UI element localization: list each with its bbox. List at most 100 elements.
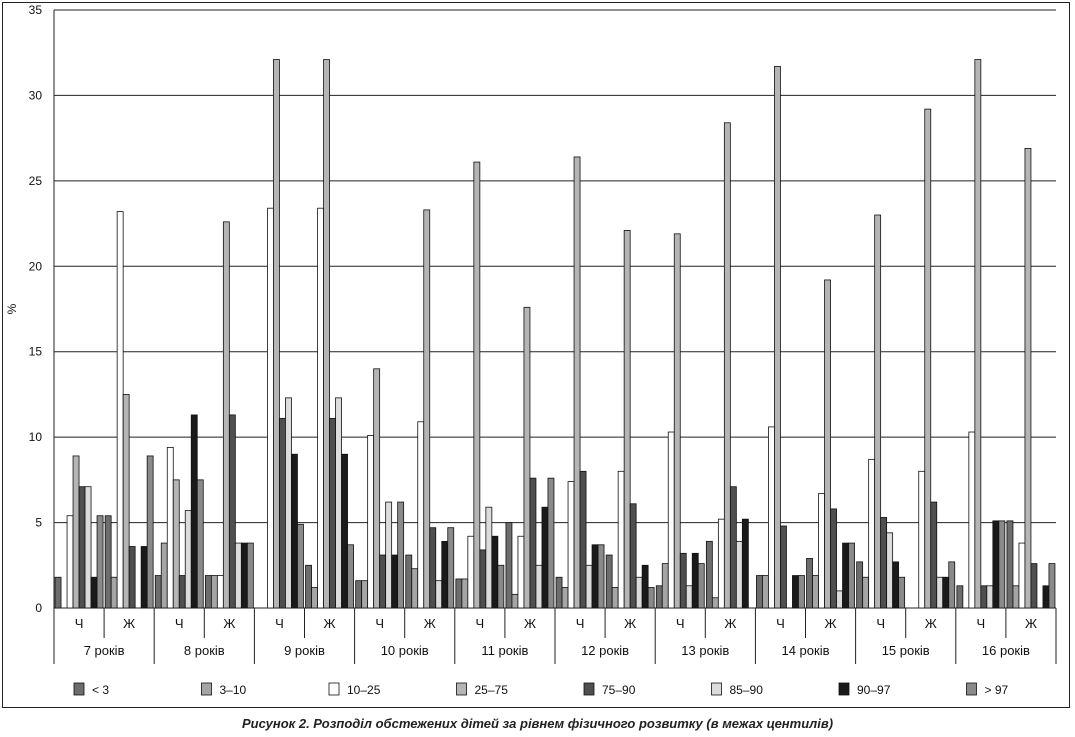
bar <box>635 576 643 609</box>
bar <box>391 554 399 609</box>
legend-label: > 97 <box>985 683 1009 697</box>
bar <box>735 540 743 609</box>
bar <box>128 546 136 609</box>
bar <box>918 470 926 609</box>
bar <box>812 575 819 609</box>
sex-label: Ч <box>75 616 84 631</box>
legend-swatch <box>201 682 212 696</box>
bar <box>842 542 849 609</box>
bar <box>154 575 162 609</box>
bar <box>806 558 813 609</box>
bar <box>178 575 186 609</box>
bar <box>547 477 555 609</box>
bar <box>317 207 324 609</box>
bar <box>467 535 475 609</box>
bar <box>485 506 493 609</box>
bar <box>78 486 86 609</box>
sex-label: Ч <box>175 616 184 631</box>
bar <box>647 587 655 609</box>
bar <box>511 593 519 609</box>
legend-swatch <box>583 682 595 696</box>
bar <box>1012 585 1020 609</box>
bar <box>405 554 413 609</box>
bar <box>90 576 98 609</box>
legend-label: 75–90 <box>602 683 636 697</box>
y-tick-label: 35 <box>29 3 43 17</box>
bar <box>892 561 900 609</box>
age-group-label: 10 років <box>381 643 429 658</box>
bar <box>204 575 212 609</box>
bar <box>868 458 876 609</box>
bar <box>373 368 381 609</box>
bar <box>523 306 531 609</box>
bar <box>573 156 581 609</box>
sex-label: Ж <box>925 616 937 631</box>
bar <box>798 575 805 609</box>
bar <box>986 585 994 609</box>
legend-label: 10–25 <box>347 683 381 697</box>
bar <box>611 587 619 609</box>
age-group-label: 14 років <box>781 643 829 658</box>
bar <box>667 431 675 609</box>
bar <box>992 520 1000 609</box>
legend-label: < 3 <box>92 683 109 697</box>
sex-label: Ж <box>524 616 536 631</box>
bar <box>930 501 938 609</box>
bar <box>234 542 242 609</box>
bar <box>196 479 204 609</box>
bar <box>956 585 964 609</box>
bar <box>190 414 198 609</box>
bar <box>66 515 74 609</box>
bar <box>1024 147 1032 609</box>
sex-label: Ч <box>375 616 384 631</box>
bar <box>685 585 693 609</box>
bar <box>285 397 292 609</box>
bar <box>166 446 174 609</box>
bar <box>756 575 763 609</box>
bar <box>605 554 613 609</box>
bar <box>641 564 649 609</box>
legend-swatch <box>328 682 340 696</box>
legend-label: 90–97 <box>857 683 891 697</box>
bar <box>968 431 976 609</box>
bar <box>623 230 631 609</box>
bar <box>948 561 956 609</box>
bar <box>110 576 118 609</box>
legend-swatch <box>711 682 722 696</box>
bar <box>762 575 769 609</box>
bar <box>691 552 699 609</box>
bar <box>629 503 637 609</box>
bar <box>555 576 563 609</box>
bar <box>768 426 775 609</box>
sex-label: Ж <box>223 616 235 631</box>
legend-swatch <box>966 682 977 696</box>
bar <box>974 59 982 609</box>
bar <box>830 508 837 609</box>
legend-swatch <box>73 682 85 696</box>
bar <box>335 397 342 609</box>
age-group-label: 16 років <box>982 643 1030 658</box>
bar <box>291 453 298 609</box>
figure-caption: Рисунок 2. Розподіл обстежених дітей за … <box>241 716 834 731</box>
bar <box>84 486 92 609</box>
bar <box>447 527 455 609</box>
bar <box>96 515 104 609</box>
bar <box>936 576 944 609</box>
bar <box>140 546 148 609</box>
bar <box>679 552 687 609</box>
bar <box>1042 585 1050 609</box>
bar <box>924 108 932 609</box>
bar <box>355 580 363 609</box>
bar <box>473 161 481 609</box>
bar <box>517 535 525 609</box>
bar <box>228 414 236 609</box>
bar <box>104 515 112 609</box>
bar <box>818 493 825 609</box>
bar <box>441 540 449 609</box>
sex-label: Ч <box>876 616 885 631</box>
bar <box>711 597 719 609</box>
bar <box>222 221 230 609</box>
bar <box>267 207 274 609</box>
y-tick-label: 25 <box>29 174 43 188</box>
y-tick-label: 0 <box>35 601 42 615</box>
